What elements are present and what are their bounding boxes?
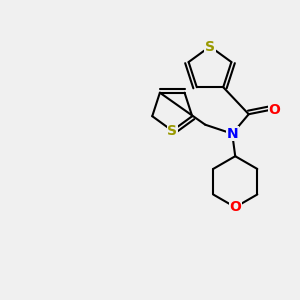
Text: O: O <box>229 200 241 214</box>
Text: O: O <box>268 103 280 117</box>
Text: S: S <box>167 124 177 138</box>
Text: S: S <box>205 40 215 53</box>
Text: N: N <box>226 127 238 141</box>
